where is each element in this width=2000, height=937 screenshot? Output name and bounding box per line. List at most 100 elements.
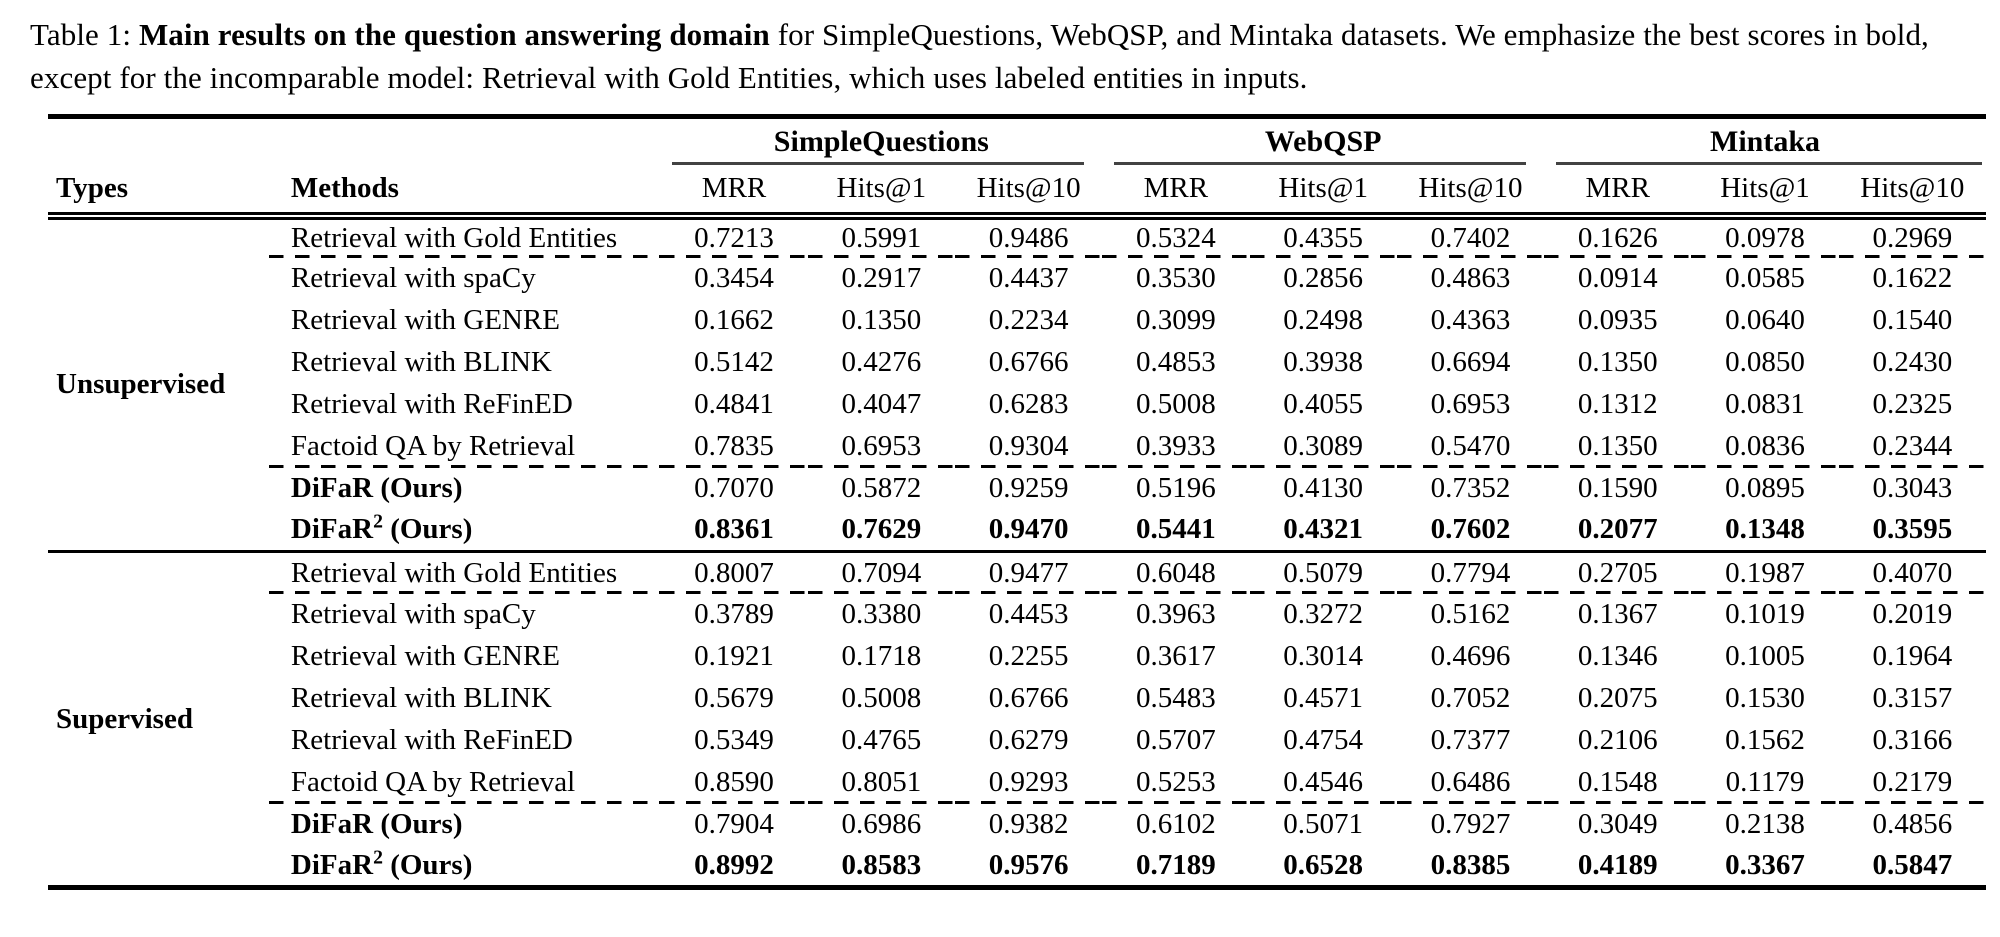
method-name: Retrieval with spaCy — [290, 598, 536, 631]
method-cell: Factoid QA by Retrieval — [268, 761, 661, 804]
col-header-mk-mrr: MRR — [1544, 164, 1692, 220]
score-cell: 0.1350 — [841, 304, 922, 337]
table-row: Retrieval with BLINK 0.5679 0.5008 0.6766 0.… — [48, 678, 1986, 720]
score-cell: 0.6102 — [1136, 808, 1216, 841]
results-table: SimpleQuestions WebQSP Mintaka Types Met… — [48, 113, 1986, 891]
score-cell: 0.3043 — [1872, 472, 1953, 505]
score-cell: 0.4754 — [1283, 724, 1364, 757]
score-cell: 0.4765 — [841, 724, 922, 757]
method-name: Retrieval with Gold Entities — [290, 556, 618, 589]
group-header-simplequestions: SimpleQuestions — [660, 116, 1102, 165]
table-row: Retrieval with ReFinED 0.4841 0.4047 0.6283… — [48, 384, 1986, 426]
blank-header-cell — [48, 116, 660, 165]
score-cell: 0.6766 — [988, 346, 1069, 379]
score-cell: 0.2179 — [1838, 761, 1986, 804]
score-cell: 0.6528 — [1283, 848, 1364, 881]
score-cell: 0.2234 — [988, 304, 1069, 337]
type-cell: Unsupervised — [56, 368, 226, 401]
score-cell: 0.7094 — [807, 551, 955, 594]
method-name: Retrieval with BLINK — [290, 346, 552, 379]
score-cell: 0.9382 — [988, 808, 1069, 841]
score-cell: 0.5071 — [1283, 808, 1364, 841]
col-header-sq-mrr: MRR — [660, 164, 808, 220]
method-cell: DiFaR (Ours) — [269, 468, 660, 510]
table-header: SimpleQuestions WebQSP Mintaka Types Met… — [48, 116, 1986, 220]
score-cell: 0.4070 — [1838, 551, 1986, 594]
score-cell: 0.5162 — [1430, 598, 1511, 631]
score-cell: 0.9304 — [954, 425, 1103, 468]
table-row: Retrieval with BLINK 0.5142 0.4276 0.6766 0.… — [48, 342, 1986, 384]
score-cell: 0.6279 — [988, 724, 1069, 757]
method-cell: Retrieval with spaCy — [269, 258, 660, 300]
score-cell: 0.9576 — [988, 848, 1069, 881]
score-cell: 0.4363 — [1430, 304, 1511, 337]
score-cell: 0.6766 — [988, 682, 1069, 715]
score-cell: 0.9470 — [988, 513, 1069, 546]
method-name: DiFaR — [290, 513, 374, 546]
section-unsupervised: Unsupervised Retrieval with Gold Entities… — [48, 215, 1986, 552]
method-cell: Retrieval with spaCy — [269, 594, 660, 636]
col-header-wq-hits10: Hits@10 — [1396, 164, 1545, 220]
score-cell: 0.1590 — [1577, 472, 1658, 505]
score-cell: 0.1019 — [1725, 598, 1805, 631]
score-cell: 0.1662 — [694, 304, 774, 337]
score-cell: 0.9259 — [988, 472, 1069, 505]
score-cell: 0.8590 — [660, 761, 808, 804]
score-cell: 0.4546 — [1249, 761, 1397, 804]
score-cell: 0.4321 — [1283, 513, 1364, 546]
caption-prefix: Table 1: — [30, 17, 132, 52]
score-cell: 0.7904 — [694, 808, 774, 841]
method-cell: Retrieval with GENRE — [269, 300, 660, 342]
score-cell: 0.3938 — [1283, 346, 1364, 379]
score-cell: 0.6283 — [988, 388, 1069, 421]
score-cell: 0.3049 — [1577, 808, 1658, 841]
score-cell: 0.5872 — [841, 472, 922, 505]
score-cell: 0.1312 — [1577, 388, 1658, 421]
col-header-mk-hits10: Hits@10 — [1838, 164, 1986, 220]
score-cell: 0.2969 — [1838, 215, 1986, 258]
score-cell: 0.1718 — [841, 640, 922, 673]
method-cell: Retrieval with ReFinED — [269, 384, 660, 426]
score-cell: 0.5847 — [1872, 848, 1953, 881]
score-cell: 0.7213 — [660, 215, 808, 258]
caption-bold-title: Main results on the question answering d… — [138, 17, 770, 52]
score-cell: 0.0978 — [1691, 215, 1839, 258]
score-cell: 0.4189 — [1577, 848, 1658, 881]
score-cell: 0.1540 — [1872, 304, 1953, 337]
score-cell: 0.3380 — [841, 598, 922, 631]
score-cell: 0.8992 — [694, 848, 774, 881]
score-cell: 0.4437 — [988, 262, 1069, 295]
method-cell: Retrieval with BLINK — [269, 678, 660, 720]
score-cell: 0.7835 — [660, 425, 808, 468]
method-name: DiFaR — [290, 808, 374, 841]
score-cell: 0.0640 — [1725, 304, 1805, 337]
score-cell: 0.0895 — [1725, 472, 1805, 505]
score-cell: 0.0836 — [1691, 425, 1839, 468]
score-cell: 0.4856 — [1872, 808, 1953, 841]
score-cell: 0.1548 — [1544, 761, 1692, 804]
method-name-suffix: (Ours) — [373, 808, 463, 841]
table-row: DiFaR (Ours) 0.7904 0.6986 0.9382 0.6102 0.50… — [48, 804, 1986, 846]
score-cell: 0.2106 — [1577, 724, 1658, 757]
score-cell: 0.6953 — [1430, 388, 1511, 421]
type-cell: Supervised — [56, 702, 193, 735]
method-name: Factoid QA by Retrieval — [290, 766, 576, 799]
method-superscript: 2 — [373, 510, 383, 533]
section-supervised: Supervised Retrieval with Gold Entities 0.… — [48, 551, 1986, 888]
method-name: DiFaR — [290, 848, 374, 881]
score-cell: 0.4696 — [1430, 640, 1511, 673]
score-cell: 0.5079 — [1249, 551, 1397, 594]
col-header-methods: Methods — [268, 164, 661, 220]
score-cell: 0.1350 — [1544, 425, 1692, 468]
method-name: DiFaR — [290, 472, 374, 505]
method-name: Retrieval with GENRE — [290, 640, 560, 673]
score-cell: 0.4055 — [1283, 388, 1364, 421]
score-cell: 0.1346 — [1577, 640, 1658, 673]
col-header-types: Types — [48, 164, 269, 220]
score-cell: 0.4841 — [694, 388, 774, 421]
table-row: Factoid QA by Retrieval 0.7835 0.6953 0.930… — [48, 425, 1986, 468]
score-cell: 0.3089 — [1249, 425, 1397, 468]
score-cell: 0.1350 — [1577, 346, 1658, 379]
method-name-suffix: (Ours) — [382, 848, 473, 881]
